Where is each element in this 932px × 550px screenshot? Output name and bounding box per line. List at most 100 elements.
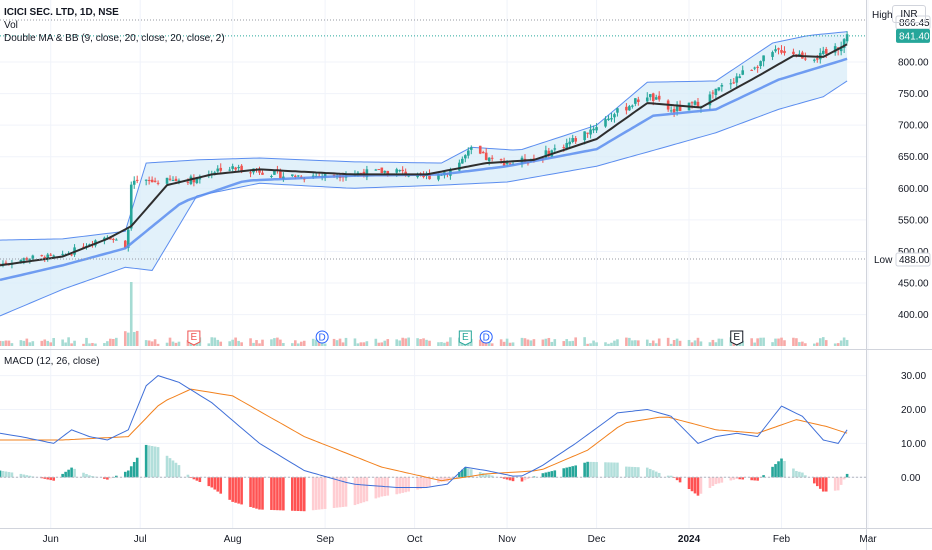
volume-bar: [502, 341, 506, 346]
candle-body: [813, 59, 816, 61]
volume-bar: [171, 341, 175, 346]
macd-histogram-bar: [756, 477, 759, 481]
macd-histogram-bar: [252, 477, 255, 508]
candle-body: [783, 50, 786, 54]
candle-body: [759, 61, 762, 67]
volume-bar: [112, 338, 115, 346]
candle-body: [505, 162, 509, 165]
volume-bar: [323, 343, 327, 346]
macd-histogram-bar: [750, 477, 753, 481]
candle-body: [258, 169, 261, 173]
macd-histogram-bar: [637, 467, 640, 478]
volume-bar: [842, 337, 846, 346]
macd-histogram-bar: [168, 458, 172, 478]
candle-body: [171, 180, 175, 182]
current-price-value: 841.40: [899, 31, 930, 42]
candle-body: [696, 101, 700, 108]
volume-bar: [353, 338, 357, 346]
volume-bar: [484, 342, 488, 346]
candle-body: [780, 50, 783, 53]
macd-histogram-bar: [777, 461, 780, 478]
volume-legend[interactable]: Vol: [4, 20, 18, 31]
indicator-legend[interactable]: Double MA & BB (9, close, 20, close, 20,…: [4, 33, 225, 44]
macd-axis-label: 20.00: [901, 405, 926, 416]
macd-histogram-bar: [46, 477, 50, 480]
macd-histogram-bar: [711, 477, 715, 487]
macd-histogram-bar: [404, 477, 407, 493]
macd-histogram-bar: [833, 477, 837, 491]
volume-bar: [177, 341, 181, 346]
macd-histogram-bar: [815, 477, 819, 487]
candle-body: [708, 94, 712, 106]
volume-bar: [443, 342, 446, 346]
macd-histogram-bar: [687, 477, 691, 490]
macd-histogram-bar: [666, 475, 670, 478]
macd-histogram-bar: [824, 477, 828, 492]
macd-histogram-bar: [467, 468, 470, 478]
volume-bar: [276, 337, 279, 346]
candle-body: [28, 258, 32, 261]
price-candles: [0, 31, 849, 269]
macd-legend-label[interactable]: MACD (12, 26, close): [4, 356, 100, 367]
macd-histogram-bar: [377, 477, 381, 498]
candle-body: [467, 150, 470, 156]
candle-body: [186, 181, 190, 183]
volume-bar: [708, 342, 712, 346]
candle-body: [82, 246, 85, 248]
volume-bar: [282, 342, 285, 346]
volume-bar: [302, 340, 306, 346]
volume-bar: [499, 339, 503, 346]
candle-body: [613, 114, 616, 118]
macd-histogram-bar: [255, 477, 258, 509]
volume-bar: [610, 342, 613, 346]
candle-body: [714, 88, 718, 96]
high-value: 866.45: [899, 18, 930, 29]
macd-histogram-bar: [631, 466, 634, 478]
volume-bar: [4, 340, 8, 346]
candle-body: [735, 76, 739, 83]
macd-histogram-bar: [771, 466, 774, 478]
volume-bar: [103, 343, 106, 346]
candle-body: [565, 142, 569, 149]
candle-body: [147, 180, 151, 182]
volume-bar: [693, 340, 697, 346]
macd-histogram-bar: [565, 467, 569, 478]
volume-bar: [562, 341, 566, 346]
candle-body: [228, 169, 231, 171]
volume-bar: [401, 337, 404, 346]
volume-bar: [759, 337, 762, 346]
volume-bar: [550, 341, 554, 346]
volume-bar: [153, 339, 157, 346]
macd-histogram-bar: [774, 464, 777, 478]
volume-bar: [478, 339, 482, 346]
macd-histogram-bar: [10, 472, 14, 478]
macd-histogram-bar: [490, 475, 494, 478]
volume-bar: [46, 340, 50, 346]
volume-bar: [332, 338, 336, 346]
volume-bar: [109, 338, 112, 346]
currency-button[interactable]: INR: [892, 5, 926, 23]
volume-bar: [377, 342, 381, 346]
macd-histogram-bar: [422, 477, 425, 489]
candle-body: [839, 46, 843, 52]
candle-body: [115, 239, 118, 241]
candle-body: [678, 106, 682, 112]
current-price-box: [896, 28, 930, 43]
macd-histogram-bar: [678, 477, 682, 483]
macd-histogram-bar: [505, 477, 509, 480]
volume-bar: [255, 340, 258, 346]
volume-bar: [126, 332, 130, 346]
candle-body: [174, 178, 178, 182]
candle-body: [219, 167, 223, 171]
low-value-box: [895, 252, 931, 267]
candle-body: [583, 131, 586, 141]
macd-histogram-bar: [150, 446, 154, 478]
candle-body: [192, 177, 196, 183]
volume-bar: [186, 340, 190, 346]
symbol-title[interactable]: ICICI SEC. LTD, 1D, NSE: [4, 7, 119, 18]
candle-body: [732, 82, 736, 84]
candle-body: [31, 255, 35, 259]
macd-histogram-bar: [291, 477, 294, 511]
candle-body: [675, 106, 679, 112]
